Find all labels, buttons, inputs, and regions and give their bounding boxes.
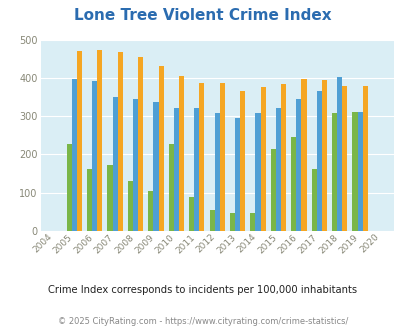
Bar bbox=[72, 80, 77, 231]
Bar bbox=[234, 118, 240, 231]
Bar bbox=[260, 87, 265, 231]
Text: © 2025 CityRating.com - https://www.cityrating.com/crime-statistics/: © 2025 CityRating.com - https://www.city… bbox=[58, 317, 347, 326]
Bar bbox=[138, 57, 143, 231]
Text: Lone Tree Violent Crime Index: Lone Tree Violent Crime Index bbox=[74, 8, 331, 23]
Bar bbox=[301, 79, 306, 231]
Bar bbox=[357, 112, 362, 231]
Bar bbox=[275, 108, 280, 231]
Bar bbox=[255, 113, 260, 231]
Bar bbox=[117, 52, 122, 231]
Bar bbox=[362, 86, 367, 231]
Bar bbox=[311, 169, 316, 231]
Bar bbox=[316, 91, 321, 231]
Bar bbox=[112, 97, 117, 231]
Bar bbox=[128, 181, 133, 231]
Bar bbox=[153, 102, 158, 231]
Bar bbox=[352, 112, 357, 231]
Bar bbox=[66, 144, 72, 231]
Bar bbox=[92, 81, 97, 231]
Bar bbox=[229, 213, 234, 231]
Bar bbox=[199, 83, 204, 231]
Bar bbox=[336, 78, 341, 231]
Bar bbox=[158, 66, 163, 231]
Bar bbox=[133, 99, 138, 231]
Bar bbox=[173, 108, 179, 231]
Bar bbox=[296, 99, 301, 231]
Bar bbox=[280, 84, 286, 231]
Bar bbox=[270, 149, 275, 231]
Bar bbox=[97, 50, 102, 231]
Bar bbox=[240, 90, 245, 231]
Bar bbox=[214, 113, 219, 231]
Bar bbox=[341, 86, 347, 231]
Bar bbox=[331, 113, 336, 231]
Bar bbox=[148, 191, 153, 231]
Bar bbox=[189, 197, 194, 231]
Bar bbox=[87, 169, 92, 231]
Bar bbox=[219, 83, 224, 231]
Bar bbox=[209, 210, 214, 231]
Bar bbox=[179, 76, 183, 231]
Text: Crime Index corresponds to incidents per 100,000 inhabitants: Crime Index corresponds to incidents per… bbox=[48, 285, 357, 295]
Bar bbox=[194, 108, 199, 231]
Bar bbox=[290, 137, 296, 231]
Bar bbox=[321, 80, 326, 231]
Bar bbox=[250, 213, 255, 231]
Bar bbox=[77, 51, 82, 231]
Bar bbox=[168, 144, 173, 231]
Bar bbox=[107, 165, 112, 231]
